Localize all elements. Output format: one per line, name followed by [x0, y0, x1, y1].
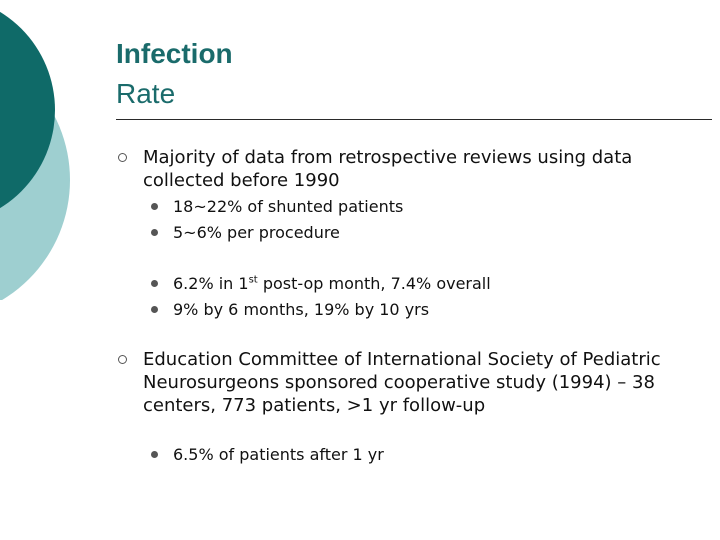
- sub-bullet-3: 6.2% in 1st post-op month, 7.4% overall: [173, 273, 491, 295]
- sub-bullet-marker: [151, 203, 158, 210]
- bullet-1-text: Majority of data from retrospective revi…: [143, 147, 633, 191]
- sub-bullet-2: 5~6% per procedure: [173, 223, 340, 242]
- slide-title: Infection Rate: [116, 34, 233, 114]
- title-divider: [116, 119, 712, 120]
- sub-bullet-3-superscript: st: [248, 274, 258, 286]
- sub-bullet-marker: [151, 306, 158, 313]
- bullet-marker-2: [118, 355, 127, 364]
- sub-bullet-marker: [151, 451, 158, 458]
- sub-bullet-1: 18~22% of shunted patients: [173, 197, 404, 216]
- title-line-2: Rate: [116, 78, 176, 109]
- dark-teal-circle: [0, 11, 55, 209]
- bullet-marker-1: [118, 153, 127, 162]
- decorative-circles: [0, 11, 70, 300]
- sub-bullet-5: 6.5% of patients after 1 yr: [173, 445, 384, 464]
- sub-bullet-3-part-a: 6.2% in 1: [173, 274, 249, 293]
- sub-bullet-3-part-b: post-op month, 7.4% overall: [257, 274, 491, 293]
- bullet-2-text: Education Committee of International Soc…: [143, 349, 661, 416]
- sub-bullet-4: 9% by 6 months, 19% by 10 yrs: [173, 300, 430, 319]
- title-line-1: Infection: [116, 38, 233, 69]
- sub-bullet-marker: [151, 229, 158, 236]
- sub-bullet-marker: [151, 280, 158, 287]
